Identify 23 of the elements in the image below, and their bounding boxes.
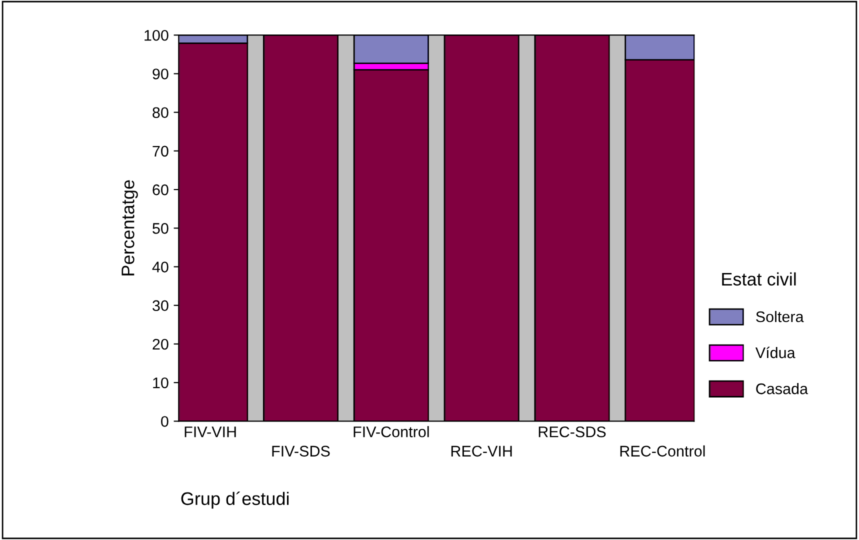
- x-tick-label: REC-SDS: [538, 426, 606, 438]
- legend-label: Casada: [756, 383, 808, 394]
- y-tick-label: 70: [152, 146, 168, 157]
- y-tick-label: 40: [152, 262, 168, 272]
- x-tick-label: FIV-Control: [354, 426, 429, 438]
- legend-title: Estat civil: [722, 272, 796, 286]
- y-tick-label: 100: [144, 30, 168, 41]
- x-tick-label: FIV-SDS: [272, 446, 330, 457]
- y-tick-label: 10: [153, 377, 168, 388]
- x-tick-label: REC-Control: [620, 445, 705, 457]
- y-tick-label: 80: [152, 107, 168, 118]
- y-tick-label: 30: [152, 300, 168, 312]
- legend-label: Vídua: [755, 346, 796, 358]
- y-tick-label: 90: [152, 68, 168, 80]
- y-tick-label: 0: [161, 416, 168, 427]
- y-tick-label: 20: [152, 338, 168, 350]
- x-tick-label: REC-VIH: [451, 446, 512, 457]
- x-tick-label: FIV-VIH: [184, 426, 236, 438]
- x-axis-title: Grup d´estudi: [181, 492, 289, 509]
- legend-label: Soltera: [756, 310, 804, 322]
- y-axis-title: Percentatge: [122, 180, 138, 276]
- y-tick-label: 50: [152, 223, 168, 234]
- y-tick-label: 60: [152, 184, 168, 196]
